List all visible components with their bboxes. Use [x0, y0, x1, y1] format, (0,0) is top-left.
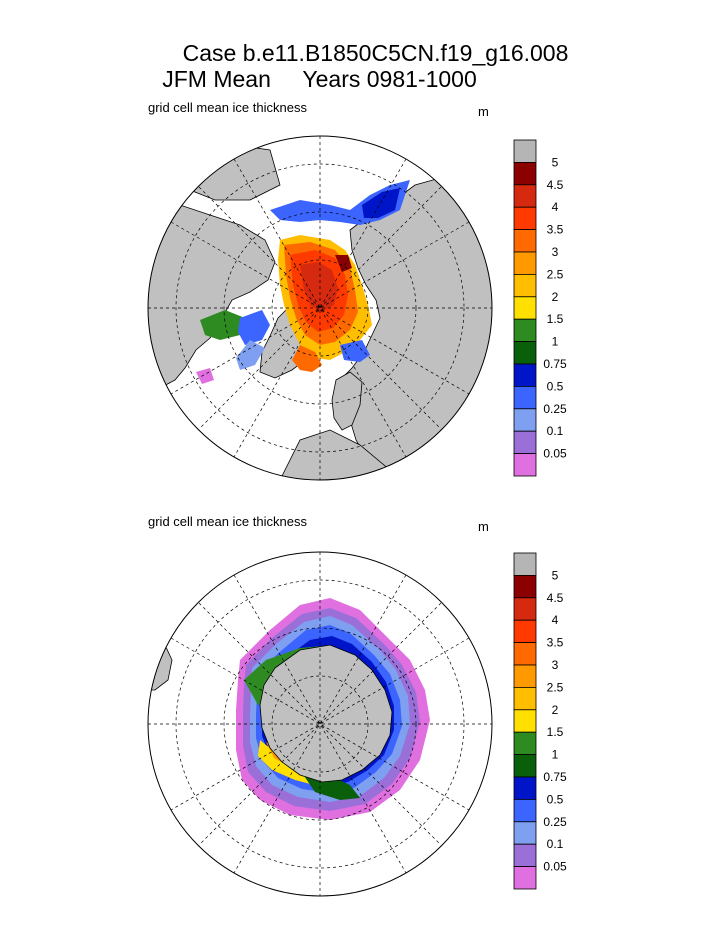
south-colorbar-swatch	[513, 642, 537, 666]
south-colorbar-tick-label: 4.5	[547, 591, 564, 605]
north-colorbar-tick-label: 0.05	[543, 447, 567, 461]
south-colorbar-swatch	[513, 575, 537, 599]
south-colorbar-swatch	[513, 866, 537, 890]
south-unit-label: m	[478, 519, 489, 534]
north-colorbar-swatch	[513, 273, 537, 298]
south-colorbar-tick-label: 0.75	[543, 770, 567, 784]
north-colorbar-swatch	[513, 161, 537, 186]
south-colorbar-swatch	[513, 799, 537, 823]
south-colorbar-tick-label: 5	[552, 568, 559, 582]
north-colorbar-swatch	[513, 363, 537, 387]
south-colorbar-swatch	[513, 843, 537, 868]
north-colorbar-swatch	[513, 139, 537, 163]
north-map-border	[147, 135, 493, 481]
north-colorbar-tick-label: 0.25	[543, 402, 567, 416]
south-colorbar-swatch	[513, 821, 537, 845]
north-colorbar-tick-label: 5	[552, 155, 559, 169]
south-colorbar-swatch	[513, 552, 537, 576]
north-colorbar-tick-label: 0.5	[547, 379, 564, 393]
title-line-1: Case b.e11.B1850C5CN.f19_g16.008	[182, 40, 569, 66]
south-colorbar-tick-label: 0.5	[547, 792, 564, 806]
north-colorbar-tick-label: 4.5	[547, 178, 564, 192]
north-panel-label: grid cell mean ice thickness	[148, 100, 307, 115]
title-line-2: JFM Mean Years 0981-1000	[162, 66, 477, 92]
south-colorbar-tick-label: 3	[552, 658, 559, 672]
south-colorbar-tick-label: 2	[552, 703, 559, 717]
north-colorbar-tick-label: 1	[552, 335, 559, 349]
south-graticule	[148, 552, 492, 896]
north-colorbar-swatch	[513, 453, 537, 477]
north-colorbar: 5 4.5 4 3.5 3 2.5 2 1.5 1 0.75 0.5 0.25 0.1 0.05	[513, 139, 567, 477]
north-colorbar-tick-label: 0.1	[547, 424, 564, 438]
north-colorbar-swatch	[513, 408, 537, 432]
north-colorbar-tick-label: 3	[552, 245, 559, 259]
south-colorbar-tick-label: 3.5	[547, 636, 564, 650]
south-colorbar-tick-label: 0.05	[543, 860, 567, 874]
north-colorbar-swatch	[513, 430, 537, 455]
south-colorbar-tick-label: 4	[552, 613, 559, 627]
north-polar-map	[147, 135, 493, 481]
south-colorbar-tick-label: 1	[552, 748, 559, 762]
north-colorbar-tick-label: 2	[552, 290, 559, 304]
south-colorbar-swatch	[513, 776, 537, 800]
north-colorbar-tick-label: 1.5	[547, 312, 564, 326]
south-colorbar-swatch	[513, 687, 537, 711]
north-unit-label: m	[478, 104, 489, 119]
south-colorbar: 5 4.5 4 3.5 3 2.5 2 1.5 1 0.75 0.5 0.25 0.1 0.05	[513, 552, 567, 890]
south-polar-map	[147, 551, 493, 897]
south-panel-label: grid cell mean ice thickness	[148, 514, 307, 529]
north-colorbar-swatch	[513, 184, 537, 208]
north-colorbar-swatch	[513, 229, 537, 253]
north-colorbar-swatch	[513, 296, 537, 320]
south-colorbar-tick-label: 2.5	[547, 680, 564, 694]
north-colorbar-tick-label: 4	[552, 200, 559, 214]
south-colorbar-swatch	[513, 619, 537, 644]
south-colorbar-swatch	[513, 709, 537, 733]
south-colorbar-tick-label: 0.1	[547, 837, 564, 851]
south-colorbar-swatch	[513, 731, 537, 756]
north-colorbar-tick-label: 2.5	[547, 267, 564, 281]
south-colorbar-swatch	[513, 664, 537, 688]
south-colorbar-swatch	[513, 754, 537, 778]
north-colorbar-tick-label: 0.75	[543, 357, 567, 371]
south-map-border	[147, 551, 493, 897]
south-colorbar-swatch	[513, 597, 537, 621]
south-colorbar-tick-label: 0.25	[543, 815, 567, 829]
north-land	[148, 139, 492, 480]
north-colorbar-swatch	[513, 385, 537, 410]
north-graticule	[148, 136, 492, 480]
south-land-antarctica	[259, 644, 393, 783]
south-colorbar-tick-label: 1.5	[547, 725, 564, 739]
north-colorbar-swatch	[513, 251, 537, 275]
north-colorbar-swatch	[513, 318, 537, 343]
north-colorbar-tick-label: 3.5	[547, 223, 564, 237]
north-colorbar-swatch	[513, 341, 537, 365]
north-colorbar-swatch	[513, 206, 537, 230]
